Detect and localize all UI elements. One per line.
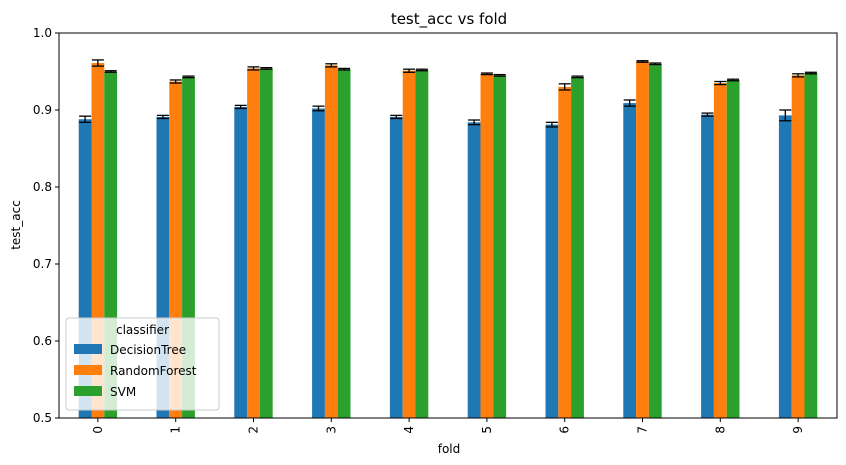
x-tick-label: 5 <box>480 426 494 434</box>
x-tick-label: 7 <box>636 426 650 434</box>
error-bar-RandomForest-fold-5 <box>480 72 493 76</box>
bar-SVM-fold-7 <box>648 63 662 419</box>
x-tick-label: 4 <box>402 426 416 434</box>
y-tick-label: 0.5 <box>33 411 52 425</box>
x-tick-label: 3 <box>324 426 338 434</box>
error-bar-RandomForest-fold-8 <box>714 80 727 86</box>
bar-DecisionTree-fold-6 <box>545 124 559 418</box>
bar-DecisionTree-fold-9 <box>778 115 792 418</box>
error-bar-RandomForest-fold-3 <box>325 63 338 68</box>
legend-label-RandomForest: RandomForest <box>110 364 197 378</box>
error-bar-DecisionTree-fold-2 <box>234 104 247 110</box>
error-bar-SVM-fold-2 <box>260 67 273 70</box>
bar-SVM-fold-3 <box>337 69 351 418</box>
bar-RandomForest-fold-6 <box>558 86 572 419</box>
x-tick-label: 6 <box>558 426 572 434</box>
legend-title: classifier <box>116 323 169 337</box>
error-bar-DecisionTree-fold-3 <box>312 105 325 112</box>
error-bar-SVM-fold-8 <box>727 78 740 82</box>
bar-RandomForest-fold-8 <box>713 83 727 419</box>
error-bar-SVM-fold-6 <box>571 75 584 79</box>
legend-swatch-SVM <box>74 386 102 396</box>
error-bar-DecisionTree-fold-9 <box>779 109 792 122</box>
bar-SVM-fold-4 <box>415 69 429 419</box>
error-bar-RandomForest-fold-7 <box>636 60 649 63</box>
error-bar-SVM-fold-9 <box>804 71 817 75</box>
error-bar-RandomForest-fold-9 <box>792 73 805 78</box>
bar-DecisionTree-fold-8 <box>701 114 714 419</box>
axes-layer: 0.5 0.6 0.7 0.8 0.9 1.0 0 1 2 3 4 5 6 7 8 9 <box>33 26 838 434</box>
error-bar-DecisionTree-fold-4 <box>390 114 403 120</box>
error-bar-DecisionTree-fold-8 <box>701 112 714 117</box>
y-tick-label: 0.7 <box>33 257 52 271</box>
legend-label-SVM: SVM <box>110 385 136 399</box>
y-tick-label: 0.9 <box>33 103 52 117</box>
error-bar-RandomForest-fold-0 <box>91 59 104 67</box>
bar-DecisionTree-fold-3 <box>312 108 325 419</box>
error-bar-SVM-fold-1 <box>182 75 195 79</box>
error-bar-SVM-fold-4 <box>415 68 428 72</box>
error-bar-RandomForest-fold-1 <box>169 79 182 84</box>
error-bar-SVM-fold-3 <box>338 67 351 71</box>
error-bar-DecisionTree-fold-5 <box>468 119 481 126</box>
bar-SVM-fold-6 <box>571 76 584 418</box>
error-bar-SVM-fold-5 <box>493 73 506 77</box>
x-tick-label: 0 <box>91 426 105 434</box>
error-bar-RandomForest-fold-6 <box>558 83 571 91</box>
legend-swatch-RandomForest <box>74 365 102 375</box>
legend-swatch-DecisionTree <box>74 344 102 354</box>
error-bar-DecisionTree-fold-6 <box>545 121 558 128</box>
legend-label-DecisionTree: DecisionTree <box>110 343 186 357</box>
x-tick-label: 9 <box>791 426 805 434</box>
error-bars-layer <box>79 59 817 128</box>
error-bar-SVM-fold-7 <box>649 62 662 66</box>
x-tick-label: 1 <box>169 426 183 434</box>
error-bar-RandomForest-fold-4 <box>403 68 416 73</box>
y-tick-label: 0.8 <box>33 180 52 194</box>
bar-RandomForest-fold-7 <box>636 61 649 419</box>
x-axis-label: fold <box>438 442 461 456</box>
y-tick-label: 0.6 <box>33 334 52 348</box>
bar-RandomForest-fold-4 <box>402 70 416 418</box>
error-bar-DecisionTree-fold-7 <box>623 99 636 107</box>
bar-DecisionTree-fold-4 <box>389 116 403 419</box>
x-tick-label: 2 <box>247 426 261 434</box>
bar-DecisionTree-fold-7 <box>623 103 637 418</box>
bar-SVM-fold-9 <box>804 73 818 418</box>
error-bar-RandomForest-fold-2 <box>247 66 260 71</box>
chart-title: test_acc vs fold <box>391 10 507 29</box>
error-bar-SVM-fold-0 <box>104 70 117 73</box>
bar-SVM-fold-2 <box>259 68 273 419</box>
y-tick-label: 1.0 <box>33 26 52 40</box>
y-axis-label: test_acc <box>9 200 23 250</box>
bar-SVM-fold-8 <box>726 79 740 418</box>
bar-DecisionTree-fold-2 <box>234 106 248 419</box>
error-bar-DecisionTree-fold-0 <box>79 115 92 123</box>
bars-layer <box>78 61 818 419</box>
bar-DecisionTree-fold-5 <box>467 122 481 418</box>
x-tick-label: 8 <box>713 426 727 434</box>
legend: classifier DecisionTree RandomForest SVM <box>65 317 220 411</box>
bar-RandomForest-fold-3 <box>324 65 338 418</box>
legend-box <box>65 317 220 411</box>
bar-RandomForest-fold-5 <box>480 73 494 418</box>
error-bar-DecisionTree-fold-1 <box>156 114 169 120</box>
bar-SVM-fold-5 <box>493 75 507 418</box>
plot-frame <box>58 32 838 419</box>
bar-RandomForest-fold-9 <box>791 75 805 418</box>
bar-RandomForest-fold-2 <box>247 68 260 419</box>
